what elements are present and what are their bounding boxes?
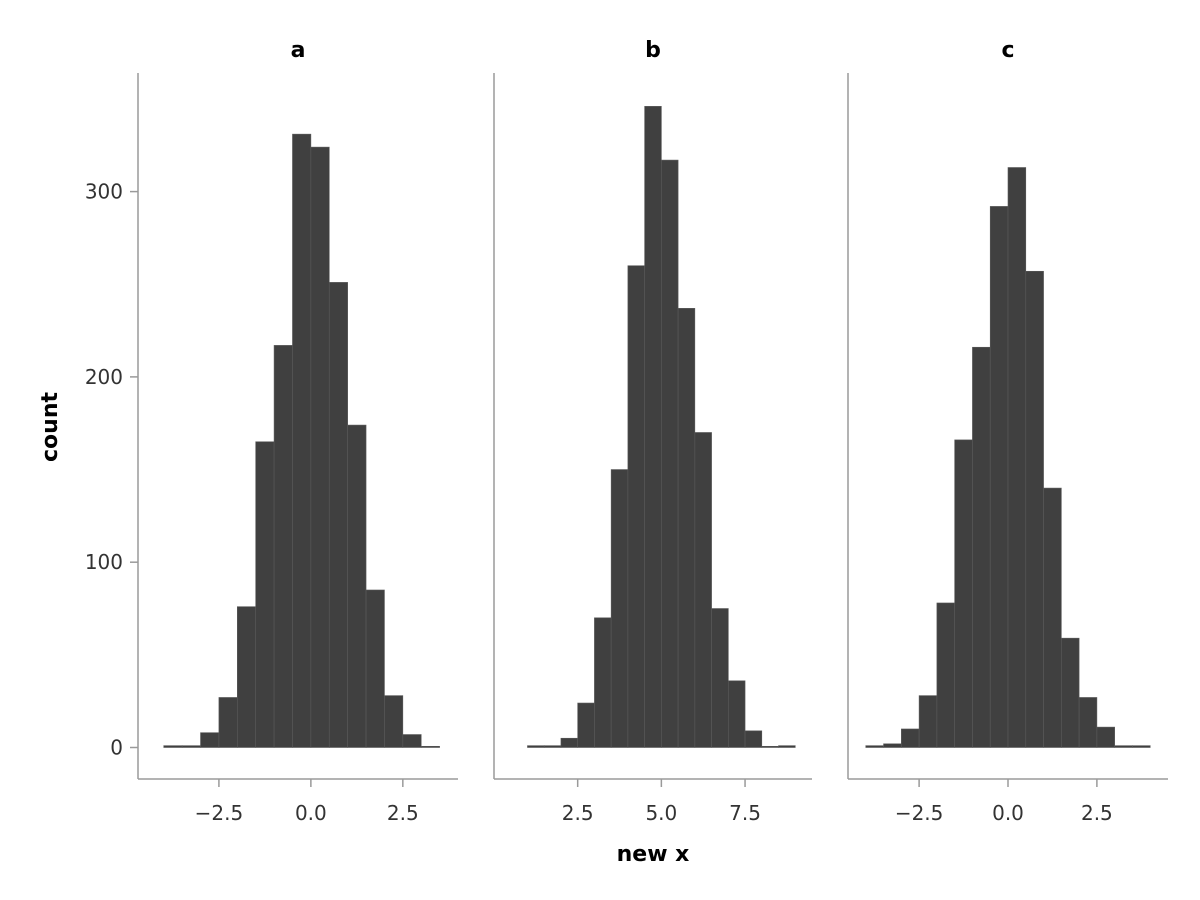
y-tick-label: 100 xyxy=(85,550,123,574)
histogram-bar xyxy=(728,680,746,748)
y-tick-label: 300 xyxy=(85,180,123,204)
histogram-bar xyxy=(310,146,330,748)
histogram-bar xyxy=(954,439,973,748)
panel-title-a: a xyxy=(291,38,306,63)
histogram-bar xyxy=(865,745,884,748)
histogram-bar xyxy=(273,345,293,748)
histogram-bar xyxy=(543,745,562,748)
histogram-bar xyxy=(255,441,275,748)
histogram-bar xyxy=(644,106,662,748)
x-tick-label: 0.0 xyxy=(295,801,327,825)
histogram-bar xyxy=(677,308,696,748)
x-tick-label: −2.5 xyxy=(195,801,244,825)
histogram-bar xyxy=(972,346,991,748)
histogram-bar xyxy=(1025,270,1044,748)
histogram-bar xyxy=(328,282,348,748)
histogram-bar xyxy=(918,695,938,748)
histogram-bar xyxy=(1043,487,1062,748)
histogram-bar xyxy=(1114,745,1133,748)
panel-title-b: b xyxy=(645,38,661,63)
histogram-bar xyxy=(163,745,183,748)
y-tick-label: 0 xyxy=(110,735,123,759)
x-tick-label: 2.5 xyxy=(562,801,594,825)
panel-title-c: c xyxy=(1001,38,1014,63)
x-axis-title: new x xyxy=(617,842,690,867)
histogram-bar xyxy=(527,745,545,748)
histogram-bar xyxy=(694,432,712,748)
histogram-bar xyxy=(1007,167,1027,748)
histogram-bar xyxy=(761,745,779,748)
histogram-bar xyxy=(901,728,920,748)
histogram-bar xyxy=(237,606,257,748)
histogram-bar xyxy=(610,469,629,748)
y-axis-title: count xyxy=(38,392,63,462)
histogram-bar xyxy=(989,206,1009,748)
histogram-bar xyxy=(711,608,729,748)
x-tick-label: 5.0 xyxy=(645,801,677,825)
histogram-bar xyxy=(1132,745,1151,748)
histogram-bar xyxy=(883,743,902,748)
x-tick-label: 7.5 xyxy=(729,801,761,825)
histogram-bar xyxy=(1078,697,1098,748)
histogram-bar xyxy=(936,602,955,748)
x-tick-label: 2.5 xyxy=(387,801,419,825)
histogram-bar xyxy=(661,159,679,748)
histogram-bar xyxy=(560,737,578,748)
histogram-bar xyxy=(577,702,595,748)
histogram-bar xyxy=(347,424,367,748)
x-tick-label: 0.0 xyxy=(992,801,1024,825)
histogram-bar xyxy=(778,745,796,748)
histogram-bar xyxy=(627,265,645,748)
x-tick-label: −2.5 xyxy=(895,801,944,825)
histogram-bar xyxy=(218,697,238,748)
histogram-bar xyxy=(181,745,201,748)
histogram-bar xyxy=(402,734,422,748)
histogram-bar xyxy=(384,695,404,748)
x-tick-label: 2.5 xyxy=(1081,801,1113,825)
histogram-bar xyxy=(365,589,385,748)
histogram-bar xyxy=(420,745,440,748)
histogram-bar xyxy=(744,730,763,748)
histogram-bar xyxy=(200,732,220,748)
histogram-bar xyxy=(292,133,312,748)
histogram-bar xyxy=(1061,637,1080,748)
y-tick-label: 200 xyxy=(85,365,123,389)
histogram-bar xyxy=(1096,726,1115,748)
histogram-bar xyxy=(594,617,612,748)
